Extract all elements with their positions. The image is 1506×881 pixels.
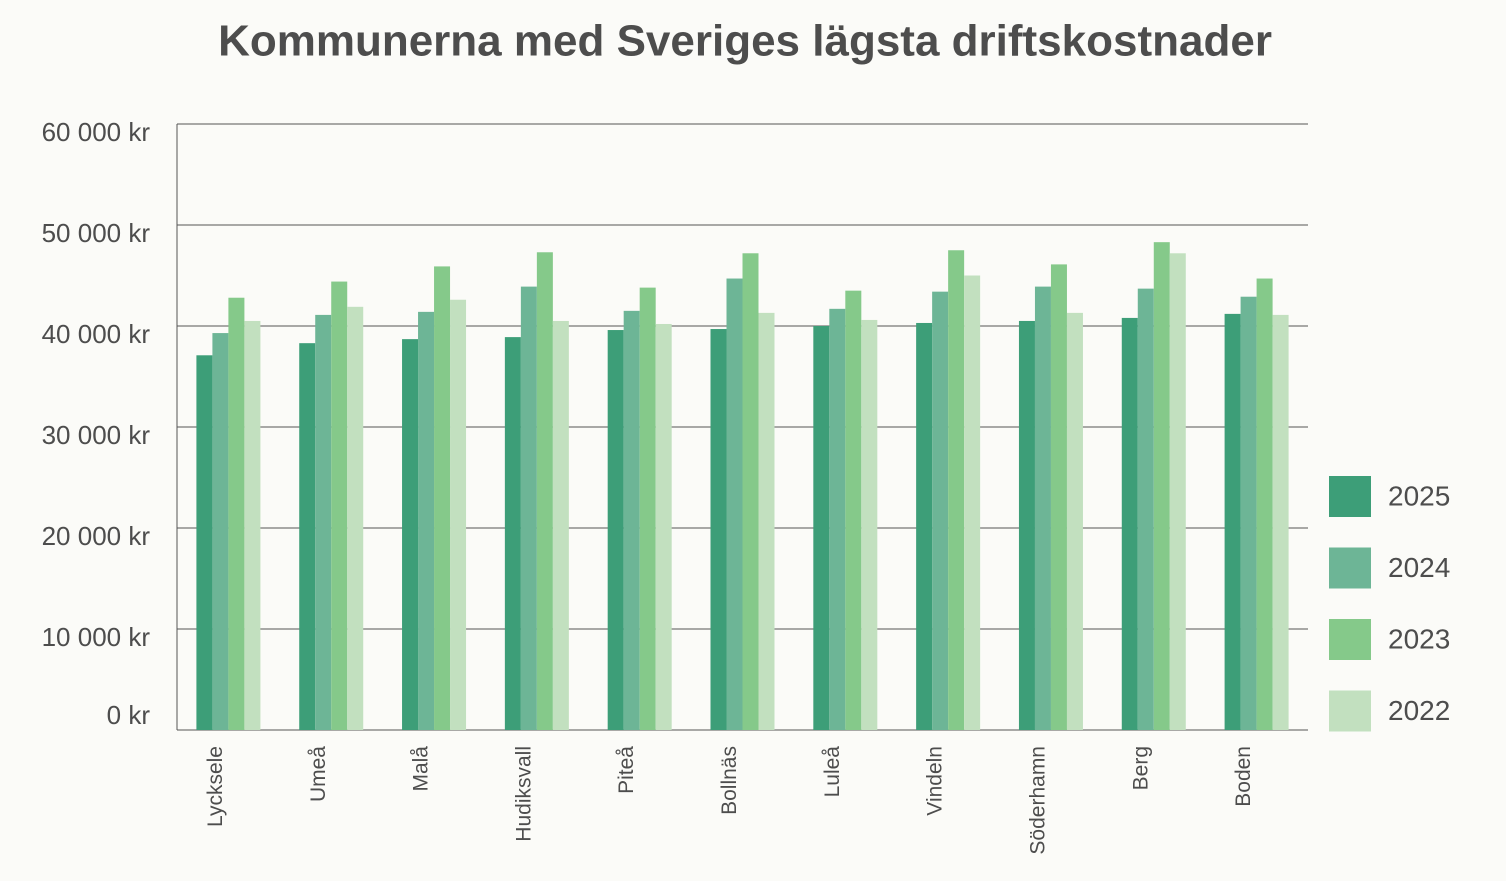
x-tick-label: Bollnäs xyxy=(718,746,741,815)
bar xyxy=(1256,278,1273,730)
bar xyxy=(607,330,624,730)
y-tick-label: 40 000 kr xyxy=(42,319,151,349)
x-tick-label: Malå xyxy=(410,746,433,792)
bar xyxy=(916,322,933,730)
bar xyxy=(1137,288,1154,730)
legend-label: 2025 xyxy=(1388,480,1450,511)
bar xyxy=(1034,286,1051,730)
bar xyxy=(536,252,553,730)
x-tick-label: Lycksele xyxy=(204,746,227,827)
bar xyxy=(813,326,830,730)
legend-swatch xyxy=(1329,619,1371,660)
bar xyxy=(655,323,672,730)
bar xyxy=(299,343,316,730)
bar xyxy=(418,311,435,730)
y-tick-label: 20 000 kr xyxy=(42,521,151,551)
bar xyxy=(1169,253,1186,730)
bar xyxy=(845,290,862,730)
legend-label: 2022 xyxy=(1388,695,1450,726)
bar xyxy=(964,275,981,730)
bar xyxy=(726,278,743,730)
x-tick-label: Söderhamn xyxy=(1027,746,1050,855)
bar xyxy=(347,306,364,730)
bar xyxy=(552,320,569,730)
y-tick-label: 50 000 kr xyxy=(42,218,151,248)
legend-swatch xyxy=(1329,690,1371,732)
bar xyxy=(1121,317,1138,730)
bar xyxy=(315,314,332,730)
x-tick-label: Vindeln xyxy=(924,746,947,816)
bar xyxy=(1272,314,1289,730)
bar xyxy=(504,337,521,730)
legend-swatch xyxy=(1329,476,1371,517)
bar xyxy=(932,291,949,730)
bar xyxy=(710,329,727,730)
legend-label: 2023 xyxy=(1388,623,1450,654)
legend-swatch xyxy=(1329,547,1371,589)
bar xyxy=(1066,312,1083,730)
chart-title: Kommunerna med Sveriges lägsta driftskos… xyxy=(218,17,1272,66)
bar xyxy=(228,297,245,730)
bar xyxy=(1018,320,1035,730)
legend-label: 2024 xyxy=(1388,552,1450,583)
bar xyxy=(434,266,451,730)
x-tick-label: Piteå xyxy=(615,746,638,794)
x-tick-label: Luleå xyxy=(821,746,844,798)
bar xyxy=(1224,313,1241,730)
bar xyxy=(1153,242,1170,731)
bar xyxy=(742,253,759,730)
bar xyxy=(948,250,965,730)
bar xyxy=(520,286,537,730)
bar xyxy=(861,319,878,730)
bar xyxy=(212,333,229,730)
bar xyxy=(639,287,656,730)
bar xyxy=(196,355,213,730)
x-tick-label: Berg xyxy=(1129,746,1152,790)
y-tick-label: 10 000 kr xyxy=(42,622,151,652)
bar xyxy=(244,320,261,730)
bar xyxy=(623,310,640,730)
x-tick-label: Umeå xyxy=(307,746,330,802)
bar xyxy=(1050,264,1067,730)
y-tick-label: 0 kr xyxy=(107,700,151,730)
bar xyxy=(450,299,467,730)
bar xyxy=(758,312,775,730)
bar xyxy=(402,339,419,730)
y-tick-label: 60 000 kr xyxy=(42,117,151,147)
y-tick-label: 30 000 kr xyxy=(42,420,151,450)
bar xyxy=(829,308,846,730)
bar xyxy=(1240,296,1257,730)
x-tick-label: Boden xyxy=(1232,746,1255,807)
bar xyxy=(331,281,348,730)
x-tick-label: Hudiksvall xyxy=(512,746,535,842)
